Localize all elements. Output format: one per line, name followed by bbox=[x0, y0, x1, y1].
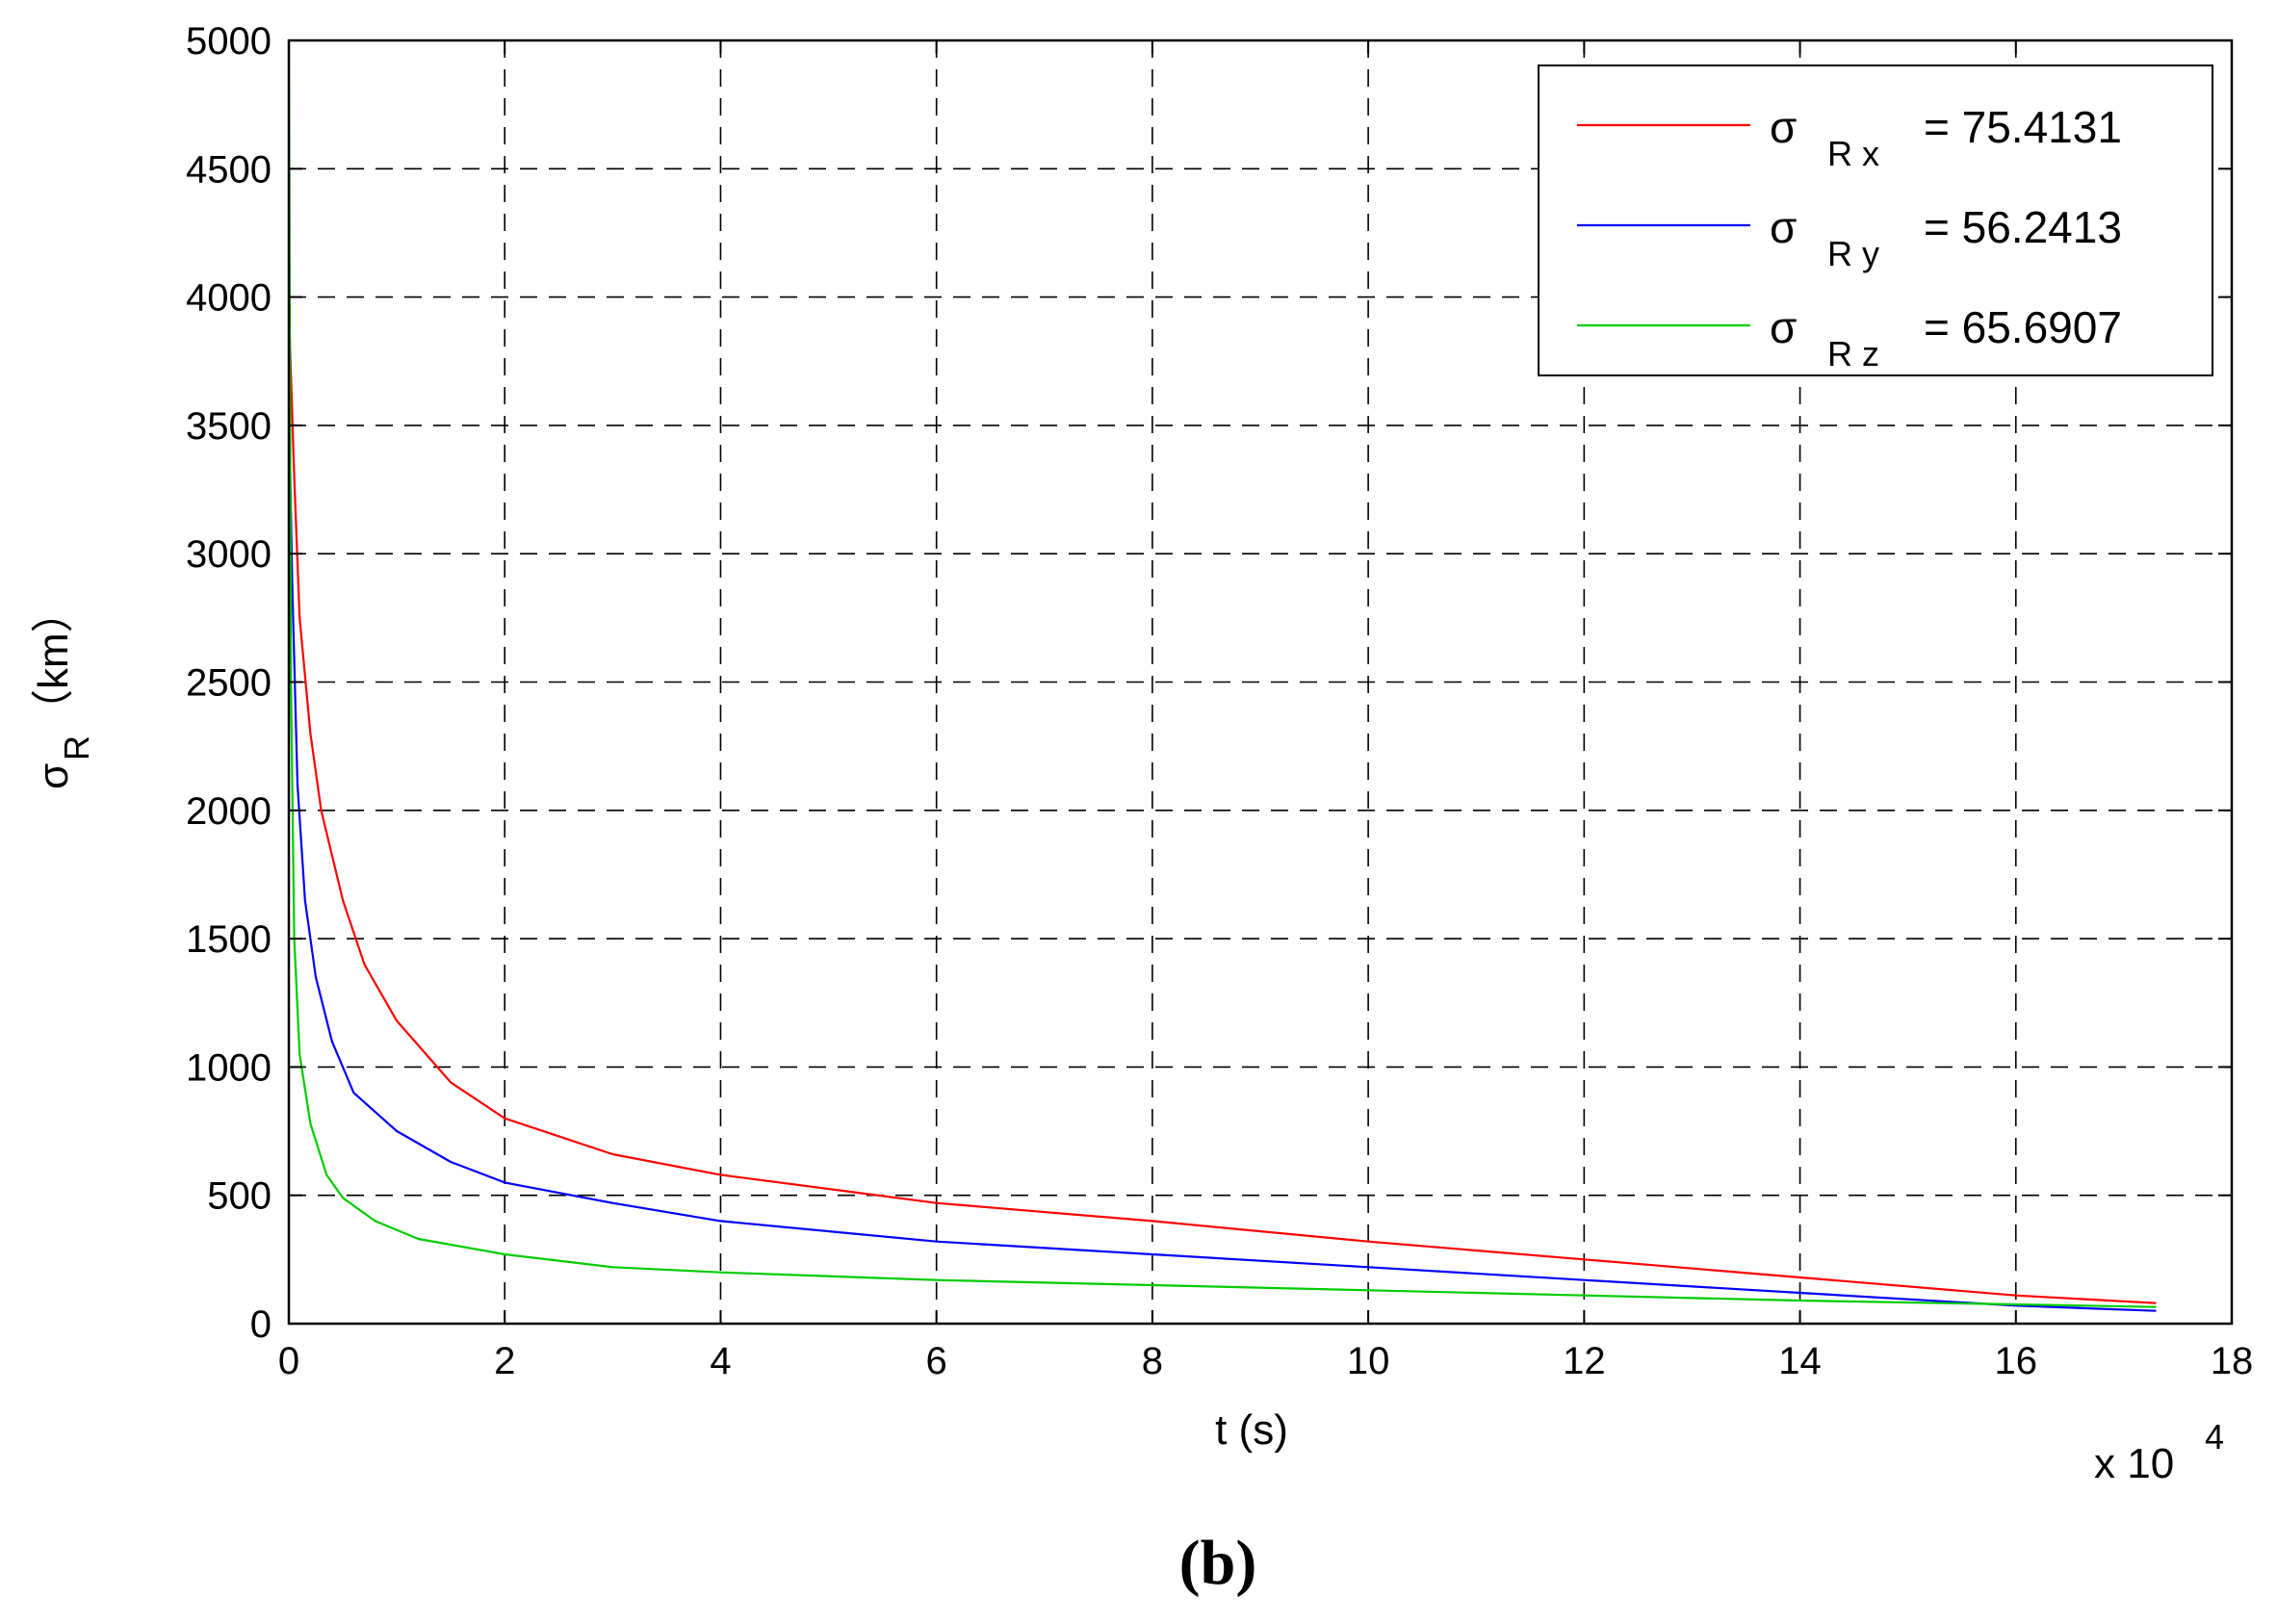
legend-box bbox=[1538, 64, 2213, 376]
x-multiplier: x 10 4 bbox=[2094, 1417, 2224, 1487]
y-tick-label: 3000 bbox=[186, 533, 272, 576]
legend-subscript: R z bbox=[1827, 334, 1879, 374]
x-multiplier-base: x 10 bbox=[2094, 1440, 2174, 1487]
legend-symbol: σ bbox=[1770, 202, 1797, 252]
x-tick-label: 6 bbox=[926, 1340, 947, 1382]
x-tick-label: 12 bbox=[1563, 1340, 1606, 1382]
y-tick-label: 500 bbox=[207, 1175, 272, 1218]
legend-value: = 75.4131 bbox=[1924, 102, 2122, 152]
y-tick-label: 5000 bbox=[186, 20, 272, 63]
legend-value: = 65.6907 bbox=[1924, 302, 2122, 352]
legend-entry: σ R z = 65.6907 bbox=[1577, 302, 2122, 374]
x-tick-label: 4 bbox=[710, 1340, 731, 1382]
legend-value: = 56.2413 bbox=[1924, 202, 2122, 252]
series-layer bbox=[287, 39, 2157, 1312]
y-axis-label: σ R （km） bbox=[30, 590, 96, 789]
series-line-2 bbox=[287, 400, 2157, 1312]
y-tick-label: 4500 bbox=[186, 148, 272, 191]
series-line-3 bbox=[287, 39, 2157, 1308]
axis-ticks: 0 2 4 6 8 10 12 14 16 18 0 500 1000 1500 2000 2500 3000 3… bbox=[186, 20, 2253, 1382]
legend-entry: σ R y = 56.2413 bbox=[1577, 202, 2122, 273]
x-tick-label: 2 bbox=[494, 1340, 515, 1382]
legend-subscript: R x bbox=[1827, 134, 1879, 173]
panel-label: (b) bbox=[1179, 1528, 1257, 1598]
x-axis-label: t (s) bbox=[1215, 1406, 1288, 1454]
x-tick-label: 18 bbox=[2211, 1340, 2254, 1382]
y-tick-label: 2500 bbox=[186, 662, 272, 705]
legend-symbol: σ bbox=[1770, 302, 1797, 352]
y-axis-symbol: σ bbox=[30, 763, 77, 789]
y-axis-unit: （km） bbox=[30, 590, 77, 732]
x-tick-label: 0 bbox=[278, 1340, 299, 1382]
x-tick-label: 16 bbox=[1995, 1340, 2038, 1382]
legend-symbol: σ bbox=[1770, 102, 1797, 152]
x-tick-label: 8 bbox=[1142, 1340, 1163, 1382]
legend: σ R x = 75.4131 σ R y = 56.2413 σ R z = 65.6907 bbox=[1538, 64, 2213, 376]
y-axis-subscript: R bbox=[57, 735, 96, 760]
y-tick-label: 0 bbox=[250, 1303, 272, 1346]
x-tick-label: 10 bbox=[1347, 1340, 1390, 1382]
y-tick-label: 2000 bbox=[186, 790, 272, 833]
x-multiplier-exponent: 4 bbox=[2205, 1417, 2224, 1456]
x-tick-label: 14 bbox=[1778, 1340, 1822, 1382]
legend-entry: σ R x = 75.4131 bbox=[1577, 102, 2122, 173]
series-line-1 bbox=[287, 309, 2157, 1304]
y-tick-label: 1500 bbox=[186, 918, 272, 961]
y-tick-label: 1000 bbox=[186, 1046, 272, 1089]
y-tick-label: 4000 bbox=[186, 277, 272, 320]
legend-subscript: R y bbox=[1827, 234, 1879, 273]
y-tick-label: 3500 bbox=[186, 405, 272, 448]
